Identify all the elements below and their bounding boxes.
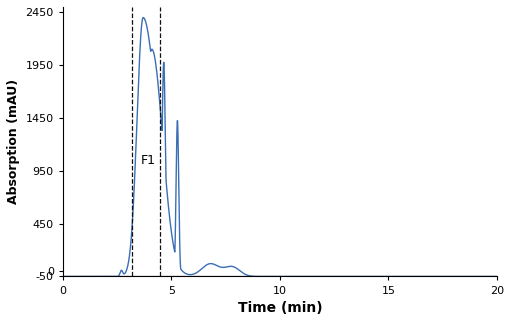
Text: F1: F1: [141, 154, 156, 167]
X-axis label: Time (min): Time (min): [238, 301, 322, 315]
Y-axis label: Absorption (mAU): Absorption (mAU): [7, 79, 20, 204]
